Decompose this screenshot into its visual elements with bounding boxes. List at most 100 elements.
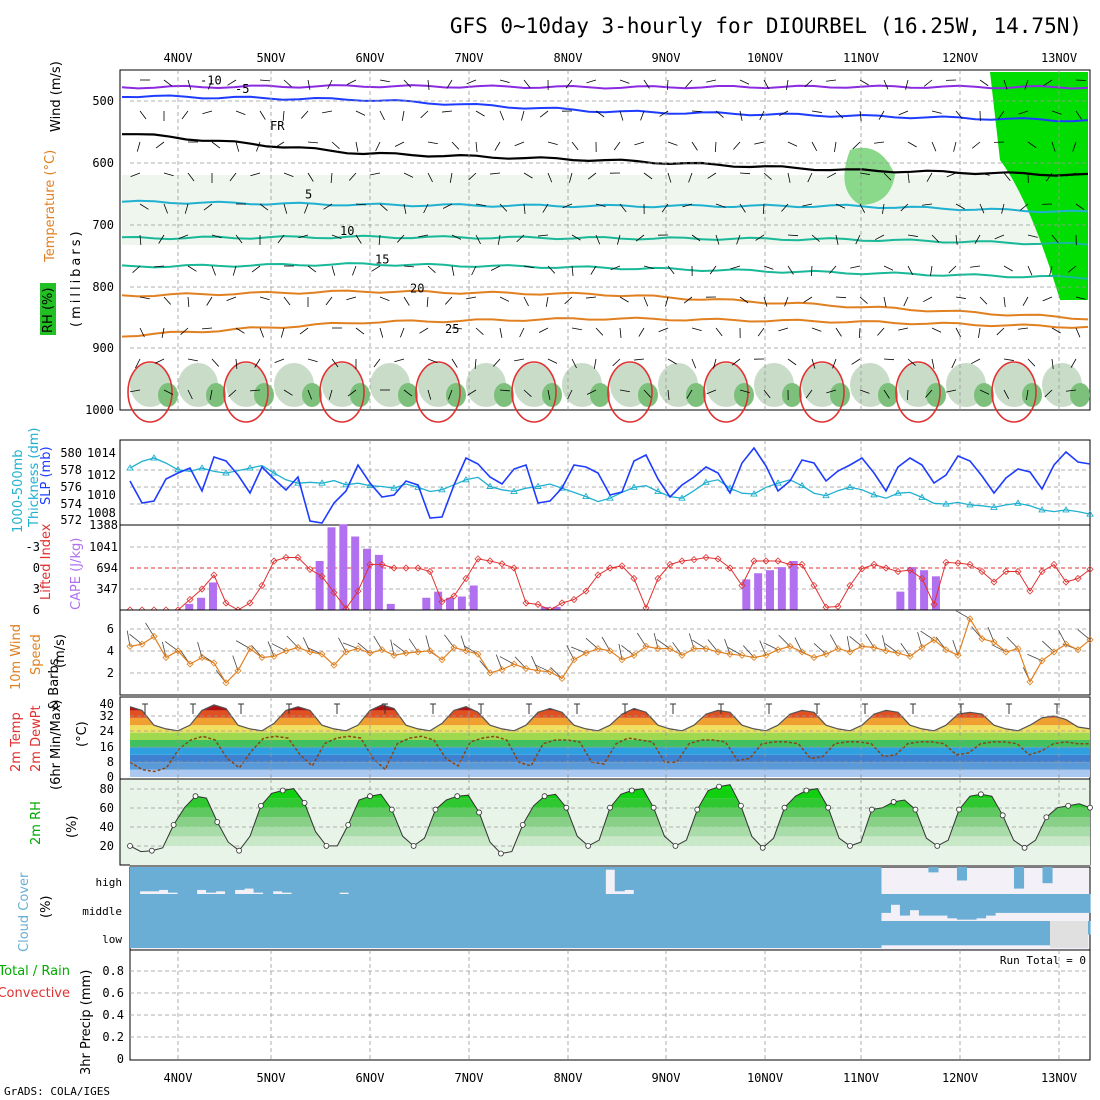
wind-barb <box>810 265 813 277</box>
wind-barb <box>739 172 751 175</box>
wind-speed-point <box>498 666 506 674</box>
wind-barb <box>907 358 916 366</box>
upper-grid <box>130 70 1090 410</box>
date-label-top: 12NOV <box>942 51 978 65</box>
rh-blob <box>206 383 226 407</box>
cloud-bar <box>177 867 188 894</box>
lifted-index-point <box>738 581 746 590</box>
wind-barb <box>523 296 529 307</box>
thickness-point <box>606 494 614 501</box>
wind-barb <box>229 172 237 182</box>
wind-barb <box>227 79 237 86</box>
cloud-bar <box>643 894 654 921</box>
tick-label: 0.8 <box>102 964 124 978</box>
rh-blob <box>446 383 466 407</box>
date-label-top: 8NOV <box>554 51 583 65</box>
cloud-bar <box>1042 921 1053 946</box>
wind-barb <box>494 141 501 151</box>
wind-barb <box>930 265 933 276</box>
wind-speed-point <box>858 642 866 650</box>
thickness-point <box>390 484 398 491</box>
wind-barb <box>139 110 147 120</box>
lifted-index-point <box>570 595 578 604</box>
cloud-bar <box>196 867 207 890</box>
wind-barb <box>490 172 501 175</box>
cape-bar <box>374 554 383 610</box>
wind-speed-point <box>474 650 482 658</box>
cloud-bar <box>918 921 930 946</box>
wind-barb <box>379 203 388 211</box>
cloud-bar <box>529 921 540 948</box>
wind-barb <box>1051 234 1059 244</box>
tick-label: 347 <box>96 582 118 596</box>
cloud-bar <box>519 894 530 921</box>
cloud-bar <box>396 921 407 948</box>
wind-barb <box>571 265 574 276</box>
cloud-bar <box>462 894 473 921</box>
cloud-bar <box>149 921 160 948</box>
cape-bar <box>315 561 324 610</box>
wind-barb <box>1072 141 1077 152</box>
wind-barb <box>855 234 861 245</box>
wind-barb <box>931 110 942 114</box>
wind-speed-point <box>618 656 626 664</box>
panel-thickness-slp: 580 578 576 574 572 1014 1012 1010 1008 1000-500… <box>11 428 1094 533</box>
wind-speed-point <box>558 674 566 683</box>
temp-band <box>130 769 1090 777</box>
wind-barb <box>955 110 963 120</box>
wind-barb <box>538 327 549 333</box>
lifted-index-point <box>582 587 590 595</box>
wind-barb <box>352 265 357 276</box>
cloud-bar <box>215 894 226 921</box>
cloud-bar <box>158 894 169 921</box>
wind-barb <box>832 358 837 369</box>
wind-barb <box>898 110 909 116</box>
wind-barb <box>1044 389 1053 398</box>
wind-barb <box>1003 358 1014 361</box>
cloud-bar <box>377 921 388 948</box>
wind-speed-point <box>966 615 974 623</box>
wind-barb <box>187 389 193 400</box>
cloud-bar <box>852 894 863 921</box>
wind-speed-point <box>726 650 734 658</box>
cloud-bar <box>187 867 198 894</box>
cloud-bar <box>576 921 587 948</box>
wind-barb <box>499 110 505 121</box>
wind-speed-point <box>462 647 470 655</box>
label-convective: Convective <box>0 986 70 1001</box>
lifted-index-point <box>258 581 266 590</box>
cloud-bar <box>424 867 435 894</box>
wind-speed-point <box>942 646 950 654</box>
wind-barb <box>129 633 143 645</box>
panel-3hr-precip: 0.8 0.6 0.4 0.2 0 Run Total = 0 3hr Precip (… <box>0 949 1091 1075</box>
wind-barb <box>401 110 405 121</box>
wind-barb <box>202 110 213 115</box>
panel-thickness-frame <box>119 439 1091 526</box>
wind-barb <box>586 296 597 299</box>
cloud-bar <box>605 867 616 870</box>
cloud-bar <box>263 921 274 948</box>
wind-barb <box>811 358 816 369</box>
wind-barb <box>521 110 525 121</box>
wind-barb <box>619 327 622 338</box>
wind-barb <box>451 141 460 150</box>
wind-barb <box>878 110 885 120</box>
lifted-index-point <box>762 557 770 565</box>
wind-barb <box>571 358 577 369</box>
wind-barb <box>1026 389 1029 400</box>
wind-barb <box>379 110 385 121</box>
cloud-bar <box>947 921 958 946</box>
thickness-point <box>750 490 758 497</box>
wind-barb <box>370 172 381 176</box>
wind-barb <box>595 234 601 245</box>
rh-point <box>978 791 984 798</box>
wind-barb <box>590 265 597 275</box>
wind-barb <box>706 389 717 395</box>
wind-barb <box>444 634 455 648</box>
wind-speed-point <box>534 667 542 675</box>
thickness-point <box>918 493 926 500</box>
wind-barb <box>163 389 174 395</box>
wind-barb <box>715 203 726 208</box>
wind-barb <box>1043 79 1053 86</box>
cloud-bar <box>614 921 625 948</box>
